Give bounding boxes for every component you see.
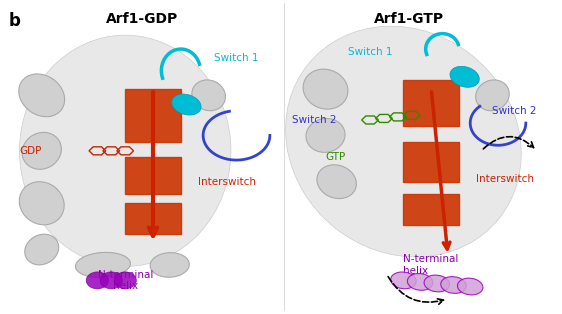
Ellipse shape [192,80,225,111]
Text: Arf1-GDP: Arf1-GDP [106,12,178,26]
Ellipse shape [19,74,65,117]
Ellipse shape [457,278,483,295]
Ellipse shape [20,35,231,267]
Text: Interswitch: Interswitch [197,177,256,187]
Text: b: b [8,12,20,30]
Ellipse shape [424,275,450,292]
Ellipse shape [114,272,137,289]
Text: GTP: GTP [325,152,346,162]
Polygon shape [125,203,181,234]
Polygon shape [125,157,181,194]
Polygon shape [404,142,459,182]
Ellipse shape [22,133,61,169]
Text: Switch 2: Switch 2 [292,115,337,125]
Ellipse shape [86,272,108,289]
Ellipse shape [391,272,416,289]
Text: Switch 2: Switch 2 [492,106,537,116]
Text: Switch 1: Switch 1 [348,47,392,57]
Text: Interswitch: Interswitch [476,174,534,184]
Text: Switch 1: Switch 1 [214,53,259,63]
Ellipse shape [306,118,345,152]
Ellipse shape [303,69,348,109]
Ellipse shape [441,277,466,293]
Polygon shape [404,80,459,126]
Ellipse shape [75,252,130,278]
Ellipse shape [19,182,64,225]
Ellipse shape [25,234,58,265]
Polygon shape [125,89,181,142]
Ellipse shape [100,272,123,289]
Text: GDP: GDP [20,146,42,156]
Ellipse shape [285,26,521,257]
Text: N-terminal
helix: N-terminal helix [98,270,153,291]
Text: Arf1-GTP: Arf1-GTP [374,12,444,26]
Ellipse shape [450,66,479,87]
Ellipse shape [407,273,433,290]
Polygon shape [404,194,459,225]
Ellipse shape [150,253,189,277]
Ellipse shape [475,80,509,111]
Text: N-terminal
helix: N-terminal helix [404,254,459,276]
Ellipse shape [172,94,201,115]
Ellipse shape [317,165,356,198]
